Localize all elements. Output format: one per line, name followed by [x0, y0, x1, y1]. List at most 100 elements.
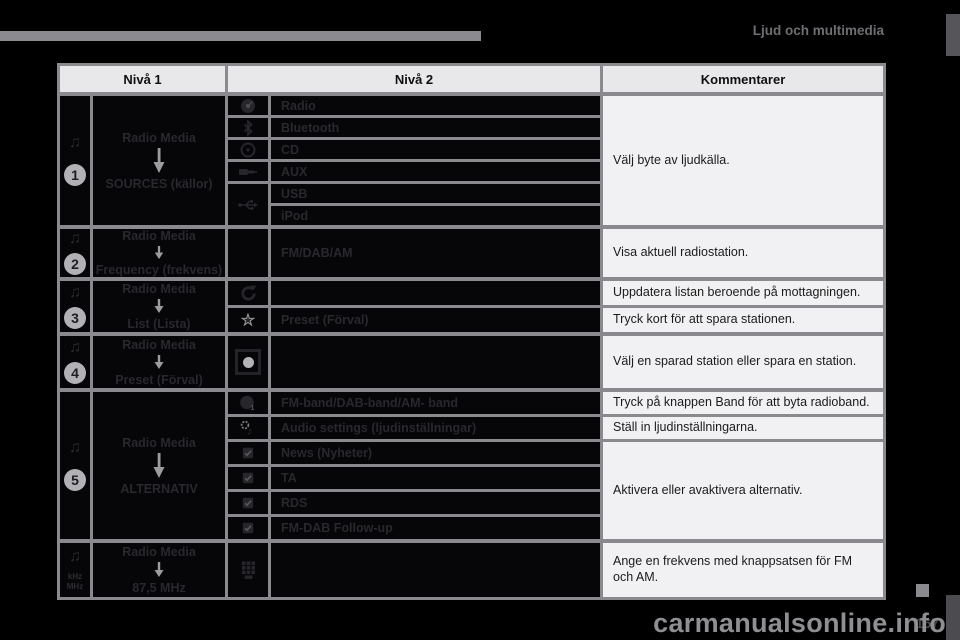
- arrow-down-icon: [153, 147, 165, 173]
- menu-group-alternativ: ♫ 5 Radio Media ALTERNATIV 1 FM-band/DAB…: [60, 392, 883, 539]
- page-number: 167: [915, 615, 939, 631]
- frequency-unit-labels: kHz MHz: [67, 572, 83, 591]
- watermark-text: carmanualsonline.info: [653, 608, 946, 638]
- menu-group-manual-frequency: ♫ kHz MHz Radio Media 87,5 MHz Ange en f…: [60, 543, 883, 597]
- table-header-row: Nivå 1 Nivå 2 Kommentarer: [60, 66, 883, 92]
- step-number-badge: 5: [64, 469, 86, 491]
- music-note-icon: ♫: [69, 230, 81, 247]
- comment-text: Ställ in ljudinställningarna.: [603, 417, 883, 439]
- niva2-item: [271, 281, 600, 305]
- menu-group-frequency: ♫ 2 Radio Media Frequency (frekvens) FM/…: [60, 229, 883, 277]
- niva2-item: Audio settings (ljudinställningar): [271, 417, 600, 439]
- section-title: Ljud och multimedia: [752, 23, 884, 38]
- group3-key-cell: ♫ 3: [60, 281, 90, 332]
- level1-title: Radio Media: [122, 545, 196, 559]
- comment-text: Tryck kort för att spara stationen.: [603, 308, 883, 332]
- header-niva2: Nivå 2: [228, 66, 600, 92]
- checkbox-icon: [228, 467, 268, 489]
- level1-subtitle: ALTERNATIV: [120, 481, 198, 496]
- group5-level1-cell: Radio Media ALTERNATIV: [93, 392, 225, 539]
- empty-icon-cell: [228, 229, 268, 277]
- chapter-edge-tab-top: [946, 14, 960, 56]
- menu-group-list: ♫ 3 Radio Media List (Lista) Uppdatera l…: [60, 281, 883, 332]
- level1-title: Radio Media: [122, 130, 196, 145]
- level1-subtitle: Preset (Förval): [115, 372, 203, 387]
- comment-text: Tryck på knappen Band för att byta radio…: [603, 392, 883, 414]
- step-number-badge: 2: [64, 253, 86, 275]
- step-number-badge: 3: [64, 306, 86, 329]
- niva2-item: [271, 543, 600, 597]
- footer-bullet-marker: [916, 584, 929, 597]
- checkbox-icon: [228, 492, 268, 514]
- menu-group-sources: ♫ 1 Radio Media SOURCES (källor) Radio B…: [60, 96, 883, 225]
- aux-jack-icon: [228, 162, 268, 181]
- level1-title: Radio Media: [122, 282, 196, 296]
- level1-title: Radio Media: [122, 337, 196, 352]
- music-note-icon: ♫: [69, 547, 81, 565]
- music-note-icon: ♫: [69, 283, 81, 301]
- niva2-item: TA: [271, 467, 600, 489]
- group2-level1-cell: Radio Media Frequency (frekvens): [93, 229, 225, 277]
- niva2-item: FM-band/DAB-band/AM- band: [271, 392, 600, 414]
- comment-text: Uppdatera listan beroende på mottagninge…: [603, 281, 883, 305]
- niva2-item: [271, 336, 600, 388]
- header-kommentarer: Kommentarer: [603, 66, 883, 92]
- keypad-icon: [228, 543, 268, 597]
- chapter-edge-tab-bottom: [946, 595, 960, 640]
- arrow-down-icon: [154, 354, 164, 369]
- niva2-item: CD: [271, 140, 600, 159]
- niva2-item: FM/DAB/AM: [271, 229, 600, 277]
- niva2-item: USB: [271, 184, 600, 203]
- niva2-item: FM-DAB Follow-up: [271, 517, 600, 539]
- niva2-item: iPod: [271, 206, 600, 225]
- level1-subtitle: Frequency (frekvens): [95, 263, 223, 277]
- top-divider-bar: [0, 31, 481, 41]
- star-preset-icon: ★: [228, 308, 268, 332]
- bluetooth-icon: [228, 118, 268, 137]
- niva2-item: News (Nyheter): [271, 442, 600, 464]
- unit-khz: kHz: [67, 571, 83, 581]
- niva2-item: Radio: [271, 96, 600, 115]
- comment-text: Visa aktuell radiostation.: [603, 229, 883, 277]
- comment-text: Välj byte av ljudkälla.: [603, 96, 883, 225]
- level1-subtitle: List (Lista): [127, 317, 191, 331]
- group1-key-cell: ♫ 1: [60, 96, 90, 225]
- svg-text:♪: ♪: [247, 424, 253, 437]
- group6-level1-cell: Radio Media 87,5 MHz: [93, 543, 225, 597]
- music-note-icon: ♫: [69, 439, 81, 456]
- group4-level1-cell: Radio Media Preset (Förval): [93, 336, 225, 388]
- group3-level1-cell: Radio Media List (Lista): [93, 281, 225, 332]
- step-number-badge: 4: [64, 362, 86, 384]
- niva2-item: Preset (Förval): [271, 308, 600, 332]
- refresh-icon: [228, 281, 268, 305]
- level1-title: Radio Media: [122, 229, 196, 243]
- checkbox-icon: [228, 442, 268, 464]
- group5-key-cell: ♫ 5: [60, 392, 90, 539]
- radio-icon: [228, 96, 268, 115]
- preset-button-icon: [228, 336, 268, 388]
- niva2-item: AUX: [271, 162, 600, 181]
- niva2-item: Bluetooth: [271, 118, 600, 137]
- niva2-item: RDS: [271, 492, 600, 514]
- arrow-down-icon: [154, 299, 164, 313]
- step-number-badge: 1: [64, 164, 86, 186]
- level1-subtitle: 87,5 MHz: [132, 581, 186, 595]
- music-note-icon: ♫: [69, 134, 81, 151]
- group1-level1-cell: Radio Media SOURCES (källor): [93, 96, 225, 225]
- arrow-down-icon: [154, 562, 164, 577]
- cd-icon: [228, 140, 268, 159]
- unit-mhz: MHz: [66, 581, 84, 591]
- arrow-down-icon: [153, 452, 165, 478]
- arrow-down-icon: [154, 246, 164, 260]
- usb-icon: [228, 184, 268, 225]
- menu-table: Nivå 1 Nivå 2 Kommentarer ♫ 1 Radio Medi…: [57, 63, 886, 600]
- menu-group-preset: ♫ 4 Radio Media Preset (Förval) Välj en …: [60, 336, 883, 388]
- checkbox-icon: [228, 517, 268, 539]
- group2-key-cell: ♫ 2: [60, 229, 90, 277]
- comment-text: Ange en frekvens med knappsatsen för FM …: [603, 543, 883, 597]
- group4-key-cell: ♫ 4: [60, 336, 90, 388]
- music-note-icon: ♫: [69, 339, 81, 356]
- group6-key-cell: ♫ kHz MHz: [60, 543, 90, 597]
- band-icon: 1: [228, 392, 268, 414]
- comment-text: Välj en sparad station eller spara en st…: [603, 336, 883, 388]
